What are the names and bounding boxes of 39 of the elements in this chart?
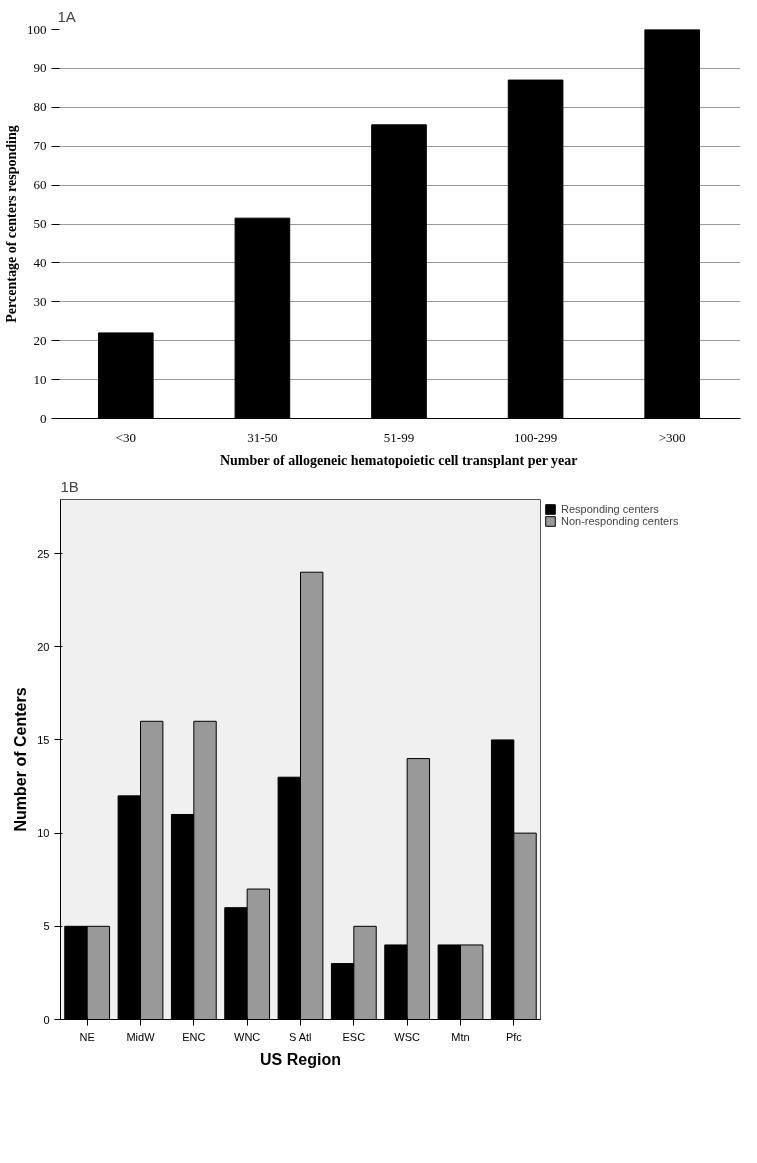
y-axis-title: Percentage of centers responding bbox=[4, 125, 19, 323]
y-tick-label: 25 bbox=[37, 547, 50, 560]
y-tick-label: 20 bbox=[37, 640, 50, 653]
x-tick-label: WSC bbox=[394, 1030, 421, 1043]
y-tick-label: 20 bbox=[33, 332, 47, 348]
x-tick-label: MidW bbox=[126, 1030, 156, 1043]
x-tick-label: NE bbox=[79, 1030, 95, 1043]
x-tick-label: ESC bbox=[342, 1030, 366, 1043]
y-tick-label: 10 bbox=[33, 371, 47, 387]
x-tick-label: ENC bbox=[182, 1030, 206, 1043]
y-tick-label: 0 bbox=[40, 410, 47, 426]
x-tick-label: S Atl bbox=[288, 1030, 312, 1043]
text: 1B bbox=[60, 477, 79, 495]
x-tick-label: 31-50 bbox=[247, 429, 278, 445]
x-tick-label: Pfc bbox=[505, 1030, 523, 1043]
y-tick-label: 100 bbox=[27, 21, 47, 37]
y-tick-label: 60 bbox=[33, 177, 47, 193]
y-tick-label: 90 bbox=[33, 60, 47, 76]
y-tick-label: 15 bbox=[37, 733, 50, 746]
x-tick-label: WNC bbox=[234, 1030, 261, 1043]
y-axis-title: Number of Centers bbox=[12, 687, 30, 832]
y-tick-label: 70 bbox=[33, 138, 47, 154]
x-tick-label: >300 bbox=[658, 429, 686, 445]
x-tick-label: <30 bbox=[115, 429, 136, 445]
x-axis-title: Number of allogeneic hematopoietic cell transplant per year bbox=[219, 452, 578, 468]
y-tick-label: 0 bbox=[43, 1013, 50, 1026]
x-tick-label: 51-99 bbox=[383, 429, 415, 445]
x-tick-label: 100-299 bbox=[513, 429, 558, 445]
legend-label: Non-responding centers bbox=[561, 515, 679, 527]
y-tick-label: 80 bbox=[33, 99, 47, 115]
y-tick-label: 5 bbox=[43, 920, 50, 933]
y-tick-label: 50 bbox=[33, 216, 47, 231]
x-tick-label: Mtn bbox=[451, 1030, 470, 1043]
y-tick-label: 10 bbox=[37, 827, 50, 840]
y-tick-label: 30 bbox=[33, 293, 47, 309]
text: 1A bbox=[57, 7, 76, 25]
x-axis-title: US Region bbox=[260, 1050, 341, 1068]
y-tick-label: 40 bbox=[33, 254, 47, 270]
legend-label: Responding centers bbox=[561, 503, 659, 515]
